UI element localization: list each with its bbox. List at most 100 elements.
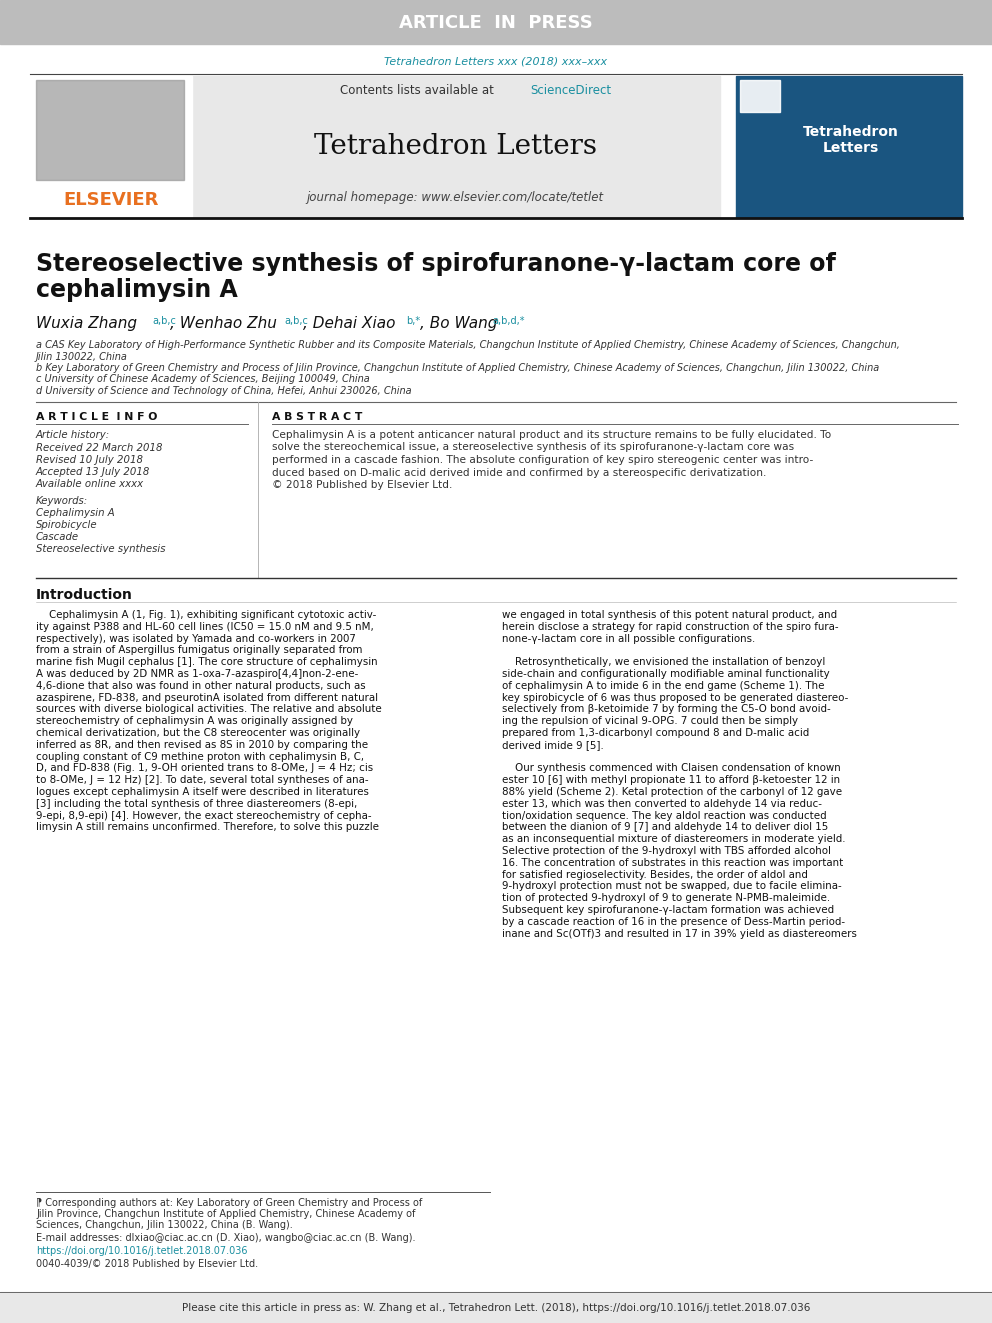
Text: b,*: b,* — [406, 316, 421, 325]
Text: coupling constant of C9 methine proton with cephalimysin B, C,: coupling constant of C9 methine proton w… — [36, 751, 364, 762]
Text: ScienceDirect: ScienceDirect — [530, 85, 611, 98]
Text: Spirobicycle: Spirobicycle — [36, 520, 97, 531]
Bar — [0, 1293, 992, 1323]
Text: tion/oxidation sequence. The key aldol reaction was conducted: tion/oxidation sequence. The key aldol r… — [502, 811, 826, 820]
Text: key spirobicycle of 6 was thus proposed to be generated diastereo-: key spirobicycle of 6 was thus proposed … — [502, 693, 848, 703]
Text: 0040-4039/© 2018 Published by Elsevier Ltd.: 0040-4039/© 2018 Published by Elsevier L… — [36, 1259, 258, 1269]
Text: a,b,d,*: a,b,d,* — [492, 316, 525, 325]
Text: cephalimysin A: cephalimysin A — [36, 278, 238, 302]
Text: of cephalimysin A to imide 6 in the end game (Scheme 1). The: of cephalimysin A to imide 6 in the end … — [502, 681, 824, 691]
Text: https://doi.org/10.1016/j.tetlet.2018.07.036: https://doi.org/10.1016/j.tetlet.2018.07… — [36, 1246, 247, 1256]
Text: inferred as 8R, and then revised as 8S in 2010 by comparing the: inferred as 8R, and then revised as 8S i… — [36, 740, 368, 750]
Text: ity against P388 and HL-60 cell lines (IC50 = 15.0 nM and 9.5 nM,: ity against P388 and HL-60 cell lines (I… — [36, 622, 374, 632]
Text: Revised 10 July 2018: Revised 10 July 2018 — [36, 455, 143, 464]
Text: a,b,c: a,b,c — [152, 316, 176, 325]
Text: A R T I C L E  I N F O: A R T I C L E I N F O — [36, 411, 158, 422]
Text: Cephalimysin A: Cephalimysin A — [36, 508, 115, 519]
Text: azaspirene, FD-838, and pseurotinA isolated from different natural: azaspirene, FD-838, and pseurotinA isola… — [36, 693, 378, 703]
Text: a,b,c: a,b,c — [284, 316, 308, 325]
Text: to 8-OMe, J = 12 Hz) [2]. To date, several total syntheses of ana-: to 8-OMe, J = 12 Hz) [2]. To date, sever… — [36, 775, 369, 785]
Text: ing the repulsion of vicinal 9-OPG. 7 could then be simply: ing the repulsion of vicinal 9-OPG. 7 co… — [502, 716, 799, 726]
Text: Selective protection of the 9-hydroxyl with TBS afforded alcohol: Selective protection of the 9-hydroxyl w… — [502, 845, 831, 856]
Text: none-γ-lactam core in all possible configurations.: none-γ-lactam core in all possible confi… — [502, 634, 755, 643]
Text: solve the stereochemical issue, a stereoselective synthesis of its spirofuranone: solve the stereochemical issue, a stereo… — [272, 442, 795, 452]
Text: Tetrahedron Letters xxx (2018) xxx–xxx: Tetrahedron Letters xxx (2018) xxx–xxx — [385, 57, 607, 67]
Text: prepared from 1,3-dicarbonyl compound 8 and D-malic acid: prepared from 1,3-dicarbonyl compound 8 … — [502, 728, 809, 738]
Text: 4,6-dione that also was found in other natural products, such as: 4,6-dione that also was found in other n… — [36, 681, 366, 691]
Text: a CAS Key Laboratory of High-Performance Synthetic Rubber and its Composite Mate: a CAS Key Laboratory of High-Performance… — [36, 340, 900, 351]
Text: from a strain of Aspergillus fumigatus originally separated from: from a strain of Aspergillus fumigatus o… — [36, 646, 362, 655]
Text: Accepted 13 July 2018: Accepted 13 July 2018 — [36, 467, 151, 478]
Text: sources with diverse biological activities. The relative and absolute: sources with diverse biological activiti… — [36, 704, 382, 714]
Bar — [36, 79, 184, 180]
Text: we engaged in total synthesis of this potent natural product, and: we engaged in total synthesis of this po… — [502, 610, 837, 620]
Text: for satisfied regioselectivity. Besides, the order of aldol and: for satisfied regioselectivity. Besides,… — [502, 869, 807, 880]
Text: between the dianion of 9 [7] and aldehyde 14 to deliver diol 15: between the dianion of 9 [7] and aldehyd… — [502, 823, 828, 832]
Text: ester 10 [6] with methyl propionate 11 to afford β-ketoester 12 in: ester 10 [6] with methyl propionate 11 t… — [502, 775, 840, 785]
Text: Cephalimysin A (1, Fig. 1), exhibiting significant cytotoxic activ-: Cephalimysin A (1, Fig. 1), exhibiting s… — [36, 610, 376, 620]
Text: stereochemistry of cephalimysin A was originally assigned by: stereochemistry of cephalimysin A was or… — [36, 716, 353, 726]
Text: herein disclose a strategy for rapid construction of the spiro fura-: herein disclose a strategy for rapid con… — [502, 622, 838, 632]
Text: Wuxia Zhang: Wuxia Zhang — [36, 316, 137, 331]
Text: ELSEVIER: ELSEVIER — [63, 191, 159, 209]
Text: E-mail addresses: dlxiao@ciac.ac.cn (D. Xiao), wangbo@ciac.ac.cn (B. Wang).: E-mail addresses: dlxiao@ciac.ac.cn (D. … — [36, 1233, 416, 1244]
Text: duced based on D-malic acid derived imide and confirmed by a stereospecific deri: duced based on D-malic acid derived imid… — [272, 467, 767, 478]
Text: Tetrahedron Letters: Tetrahedron Letters — [313, 134, 596, 160]
Text: , Wenhao Zhu: , Wenhao Zhu — [170, 316, 277, 331]
Text: Jilin 130022, China: Jilin 130022, China — [36, 352, 128, 361]
Text: journal homepage: www.elsevier.com/locate/tetlet: journal homepage: www.elsevier.com/locat… — [307, 192, 603, 205]
Text: side-chain and configurationally modifiable aminal functionality: side-chain and configurationally modifia… — [502, 669, 829, 679]
Text: selectively from β-ketoimide 7 by forming the C5-O bond avoid-: selectively from β-ketoimide 7 by formin… — [502, 704, 830, 714]
Text: Subsequent key spirofuranone-γ-lactam formation was achieved: Subsequent key spirofuranone-γ-lactam fo… — [502, 905, 834, 916]
Text: inane and Sc(OTf)3 and resulted in 17 in 39% yield as diastereomers: inane and Sc(OTf)3 and resulted in 17 in… — [502, 929, 857, 938]
Text: marine fish Mugil cephalus [1]. The core structure of cephalimysin: marine fish Mugil cephalus [1]. The core… — [36, 658, 378, 667]
Bar — [0, 0, 992, 44]
Bar — [736, 75, 962, 218]
Text: 9-hydroxyl protection must not be swapped, due to facile elimina-: 9-hydroxyl protection must not be swappe… — [502, 881, 842, 892]
Text: Cascade: Cascade — [36, 532, 79, 542]
Text: as an inconsequential mixture of diastereomers in moderate yield.: as an inconsequential mixture of diaster… — [502, 835, 845, 844]
Text: Article history:: Article history: — [36, 430, 110, 441]
Text: b Key Laboratory of Green Chemistry and Process of Jilin Province, Changchun Ins: b Key Laboratory of Green Chemistry and … — [36, 363, 879, 373]
Text: Stereoselective synthesis of spirofuranone-γ-lactam core of: Stereoselective synthesis of spirofurano… — [36, 251, 836, 277]
Text: derived imide 9 [5].: derived imide 9 [5]. — [502, 740, 604, 750]
Text: Please cite this article in press as: W. Zhang et al., Tetrahedron Lett. (2018),: Please cite this article in press as: W.… — [182, 1303, 810, 1312]
Text: Tetrahedron
Letters: Tetrahedron Letters — [804, 124, 899, 155]
Text: performed in a cascade fashion. The absolute configuration of key spiro stereoge: performed in a cascade fashion. The abso… — [272, 455, 813, 464]
Bar — [30, 75, 192, 218]
Text: ARTICLE  IN  PRESS: ARTICLE IN PRESS — [399, 15, 593, 32]
Text: c University of Chinese Academy of Sciences, Beijing 100049, China: c University of Chinese Academy of Scien… — [36, 374, 370, 385]
Text: A B S T R A C T: A B S T R A C T — [272, 411, 362, 422]
Text: Received 22 March 2018: Received 22 March 2018 — [36, 443, 163, 452]
Text: ⁋ Corresponding authors at: Key Laboratory of Green Chemistry and Process of: ⁋ Corresponding authors at: Key Laborato… — [36, 1199, 423, 1208]
Text: Jilin Province, Changchun Institute of Applied Chemistry, Chinese Academy of: Jilin Province, Changchun Institute of A… — [36, 1209, 416, 1218]
Text: logues except cephalimysin A itself were described in literatures: logues except cephalimysin A itself were… — [36, 787, 369, 796]
Text: ester 13, which was then converted to aldehyde 14 via reduc-: ester 13, which was then converted to al… — [502, 799, 822, 808]
Text: , Bo Wang: , Bo Wang — [420, 316, 497, 331]
Text: d University of Science and Technology of China, Hefei, Anhui 230026, China: d University of Science and Technology o… — [36, 386, 412, 396]
Text: chemical derivatization, but the C8 stereocenter was originally: chemical derivatization, but the C8 ster… — [36, 728, 360, 738]
Text: Our synthesis commenced with Claisen condensation of known: Our synthesis commenced with Claisen con… — [502, 763, 841, 774]
Text: Stereoselective synthesis: Stereoselective synthesis — [36, 544, 166, 554]
Bar — [740, 79, 780, 112]
Text: limysin A still remains unconfirmed. Therefore, to solve this puzzle: limysin A still remains unconfirmed. The… — [36, 823, 379, 832]
Text: Sciences, Changchun, Jilin 130022, China (B. Wang).: Sciences, Changchun, Jilin 130022, China… — [36, 1220, 293, 1230]
Text: [3] including the total synthesis of three diastereomers (8-epi,: [3] including the total synthesis of thr… — [36, 799, 357, 808]
Text: Available online xxxx: Available online xxxx — [36, 479, 144, 490]
Text: by a cascade reaction of 16 in the presence of Dess-Martin period-: by a cascade reaction of 16 in the prese… — [502, 917, 845, 927]
Text: 88% yield (Scheme 2). Ketal protection of the carbonyl of 12 gave: 88% yield (Scheme 2). Ketal protection o… — [502, 787, 842, 796]
Bar — [190, 75, 720, 218]
Text: 9-epi, 8,9-epi) [4]. However, the exact stereochemistry of cepha-: 9-epi, 8,9-epi) [4]. However, the exact … — [36, 811, 372, 820]
Text: , Dehai Xiao: , Dehai Xiao — [303, 316, 396, 331]
Text: Contents lists available at: Contents lists available at — [340, 85, 498, 98]
Text: 16. The concentration of substrates in this reaction was important: 16. The concentration of substrates in t… — [502, 857, 843, 868]
Text: respectively), was isolated by Yamada and co-workers in 2007: respectively), was isolated by Yamada an… — [36, 634, 356, 643]
Text: tion of protected 9-hydroxyl of 9 to generate N-PMB-maleimide.: tion of protected 9-hydroxyl of 9 to gen… — [502, 893, 830, 904]
Text: Retrosynthetically, we envisioned the installation of benzoyl: Retrosynthetically, we envisioned the in… — [502, 658, 825, 667]
Text: Cephalimysin A is a potent anticancer natural product and its structure remains : Cephalimysin A is a potent anticancer na… — [272, 430, 831, 441]
Text: Introduction: Introduction — [36, 587, 133, 602]
Text: D, and FD-838 (Fig. 1, 9-OH oriented trans to 8-OMe, J = 4 Hz; cis: D, and FD-838 (Fig. 1, 9-OH oriented tra… — [36, 763, 373, 774]
Text: Keywords:: Keywords: — [36, 496, 88, 505]
Text: A was deduced by 2D NMR as 1-oxa-7-azaspiro[4,4]non-2-ene-: A was deduced by 2D NMR as 1-oxa-7-azasp… — [36, 669, 358, 679]
Text: © 2018 Published by Elsevier Ltd.: © 2018 Published by Elsevier Ltd. — [272, 480, 452, 490]
